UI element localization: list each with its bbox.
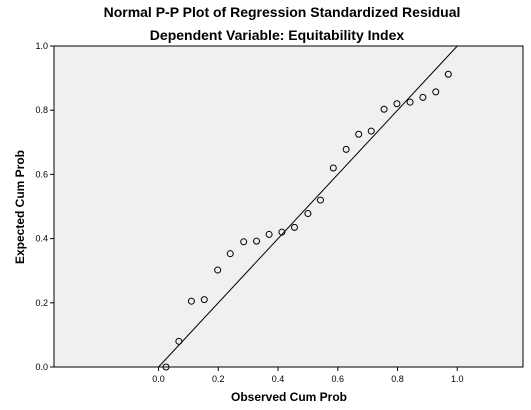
data-point xyxy=(380,105,388,113)
data-point xyxy=(240,238,248,246)
x-tick-label: 0.4 xyxy=(272,374,285,384)
data-point xyxy=(342,145,350,153)
x-tick-label: 0.0 xyxy=(152,374,165,384)
data-point xyxy=(329,164,337,172)
data-point xyxy=(253,237,261,245)
data-point xyxy=(187,297,195,305)
x-tick-label: 0.2 xyxy=(212,374,225,384)
data-point xyxy=(393,100,401,108)
y-tick-label: 0.6 xyxy=(35,169,48,179)
data-point xyxy=(200,296,208,304)
data-point xyxy=(265,230,273,238)
data-point xyxy=(367,127,375,135)
data-point xyxy=(406,98,414,106)
chart-subtitle: Dependent Variable: Equitability Index xyxy=(150,27,405,43)
y-tick-label: 0.4 xyxy=(35,234,48,244)
reference-line xyxy=(158,45,458,368)
x-tick-label: 0.8 xyxy=(391,374,404,384)
plot-area xyxy=(53,45,524,368)
y-axis-label: Expected Cum Prob xyxy=(13,150,27,264)
data-point xyxy=(304,210,312,218)
y-tick-label: 0.0 xyxy=(35,362,48,372)
data-point xyxy=(175,337,183,345)
x-tick-label: 0.6 xyxy=(332,374,345,384)
data-point xyxy=(444,70,452,78)
data-point xyxy=(419,93,427,101)
x-axis-label: Observed Cum Prob xyxy=(231,390,347,404)
y-tick-label: 0.2 xyxy=(35,298,48,308)
y-tick-label: 1.0 xyxy=(35,41,48,51)
chart-title: Normal P-P Plot of Regression Standardiz… xyxy=(104,4,461,20)
data-point xyxy=(278,228,286,236)
tick-layer: 0.0 0.2 0.4 0.6 0.8 1.0 0.0 0.2 0.4 0.6 0.8 1.0 xyxy=(35,41,463,384)
data-point xyxy=(162,363,170,371)
points-layer xyxy=(162,70,452,371)
y-tick-label: 0.8 xyxy=(35,105,48,115)
data-point xyxy=(214,266,222,274)
data-point xyxy=(316,196,324,204)
data-point xyxy=(226,250,234,258)
x-tick-label: 1.0 xyxy=(451,374,464,384)
data-point xyxy=(355,130,363,138)
data-point xyxy=(290,223,298,231)
data-point xyxy=(432,88,440,96)
